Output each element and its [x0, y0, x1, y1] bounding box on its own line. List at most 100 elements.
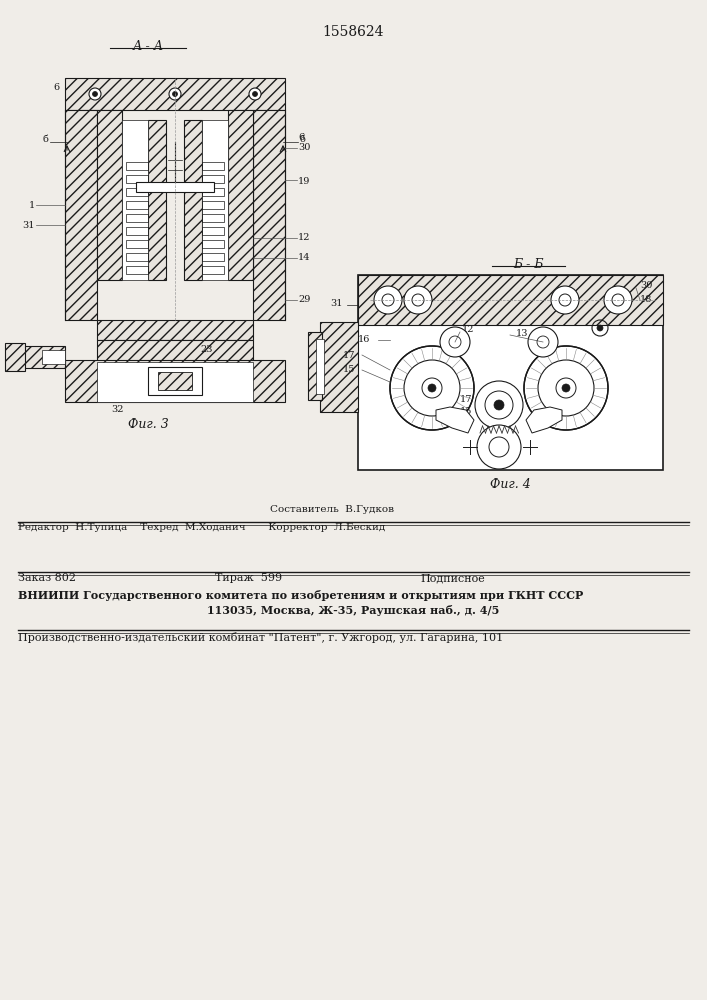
Bar: [202, 201, 224, 209]
Text: 29: 29: [298, 296, 310, 304]
Bar: [65, 110, 97, 320]
Bar: [316, 339, 324, 394]
Bar: [126, 253, 148, 261]
Text: 6: 6: [298, 133, 304, 142]
Circle shape: [404, 360, 460, 416]
Text: 19: 19: [298, 178, 310, 186]
Bar: [42, 350, 65, 364]
Text: 14: 14: [298, 253, 310, 262]
Text: б: б: [300, 135, 306, 144]
Text: 17: 17: [342, 351, 355, 360]
Bar: [202, 240, 224, 248]
Bar: [202, 120, 228, 280]
Text: б: б: [42, 135, 48, 144]
Circle shape: [551, 286, 579, 314]
Text: Фиг. 4: Фиг. 4: [490, 478, 530, 491]
Bar: [358, 275, 663, 325]
Circle shape: [477, 425, 521, 469]
Bar: [5, 343, 25, 371]
Text: Тираж  599: Тираж 599: [215, 573, 282, 583]
Bar: [202, 188, 224, 196]
Text: 12: 12: [298, 233, 310, 242]
Circle shape: [173, 92, 177, 97]
Bar: [184, 120, 202, 280]
Text: 1: 1: [29, 200, 35, 210]
Text: Подписное: Подписное: [420, 573, 485, 583]
Bar: [202, 214, 224, 222]
Circle shape: [252, 92, 257, 97]
Circle shape: [475, 381, 523, 429]
Bar: [126, 188, 148, 196]
Circle shape: [93, 92, 98, 97]
Bar: [97, 362, 253, 402]
Text: А - А: А - А: [132, 40, 163, 53]
Bar: [126, 162, 148, 170]
Circle shape: [524, 346, 608, 430]
Bar: [126, 175, 148, 183]
Bar: [308, 332, 322, 400]
Bar: [148, 367, 202, 395]
Text: 18: 18: [640, 296, 653, 304]
Bar: [126, 227, 148, 235]
Text: 13: 13: [516, 328, 529, 338]
Bar: [122, 120, 148, 280]
Bar: [97, 110, 122, 280]
Circle shape: [169, 88, 181, 100]
Circle shape: [374, 286, 402, 314]
Text: Производственно-издательский комбинат "Патент", г. Ужгород, ул. Гагарина, 101: Производственно-издательский комбинат "П…: [18, 632, 503, 643]
Text: 15: 15: [343, 365, 355, 374]
Bar: [136, 182, 214, 192]
Bar: [97, 340, 253, 362]
Circle shape: [538, 360, 594, 416]
Bar: [65, 360, 285, 402]
Bar: [126, 266, 148, 274]
Text: 31: 31: [330, 298, 343, 308]
Text: 18: 18: [490, 460, 503, 468]
Circle shape: [604, 286, 632, 314]
Bar: [202, 253, 224, 261]
Bar: [228, 110, 253, 280]
Text: 1558624: 1558624: [322, 25, 384, 39]
Text: Редактор  Н.Тупица    Техред  М.Ходанич       Корректор  Л.Бескид: Редактор Н.Тупица Техред М.Ходанич Корре…: [18, 523, 385, 532]
Bar: [97, 320, 253, 340]
Text: 30: 30: [640, 280, 653, 290]
Bar: [65, 78, 285, 110]
Text: 15: 15: [460, 408, 472, 416]
Bar: [358, 275, 663, 470]
Bar: [202, 266, 224, 274]
Circle shape: [494, 400, 504, 410]
Text: 6: 6: [54, 84, 60, 93]
Bar: [126, 240, 148, 248]
Bar: [148, 120, 166, 280]
Text: 30: 30: [298, 143, 310, 152]
Text: 16: 16: [358, 336, 370, 344]
Text: 23: 23: [200, 346, 213, 355]
Text: Заказ 802: Заказ 802: [18, 573, 76, 583]
Circle shape: [440, 327, 470, 357]
Text: Б - Б: Б - Б: [513, 258, 543, 271]
Polygon shape: [526, 407, 562, 433]
Text: 12: 12: [462, 326, 474, 334]
Text: ВНИИПИ Государственного комитета по изобретениям и открытиям при ГКНТ СССР: ВНИИПИ Государственного комитета по изоб…: [18, 590, 583, 601]
Text: Фиг. 3: Фиг. 3: [128, 418, 168, 431]
Text: 31: 31: [23, 221, 35, 230]
Bar: [126, 201, 148, 209]
Text: Составитель  В.Гудков: Составитель В.Гудков: [270, 506, 394, 514]
Bar: [320, 322, 358, 412]
Bar: [158, 372, 192, 390]
Polygon shape: [436, 407, 474, 433]
Bar: [22, 346, 65, 368]
Text: 17: 17: [460, 395, 472, 404]
Circle shape: [528, 327, 558, 357]
Bar: [202, 162, 224, 170]
Circle shape: [89, 88, 101, 100]
Circle shape: [562, 384, 570, 392]
Circle shape: [489, 437, 509, 457]
Bar: [126, 214, 148, 222]
Circle shape: [597, 325, 603, 331]
Bar: [202, 227, 224, 235]
Circle shape: [428, 384, 436, 392]
Bar: [253, 110, 285, 320]
Circle shape: [390, 346, 474, 430]
Text: 32: 32: [112, 406, 124, 414]
